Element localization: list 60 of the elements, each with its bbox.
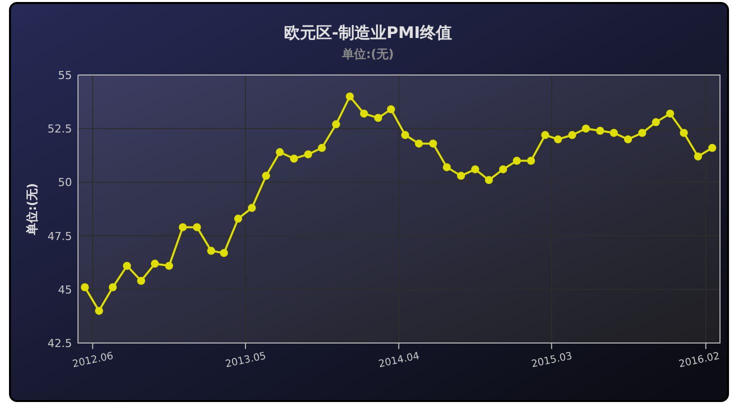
point: [192, 223, 201, 232]
point: [95, 306, 104, 315]
point: [374, 114, 382, 122]
chart-subtitle: 单位:(无): [341, 47, 394, 61]
point: [234, 214, 242, 223]
x-tick-label: 2013.05: [224, 350, 268, 370]
point: [442, 163, 451, 172]
y-tick-label: 52.5: [48, 122, 72, 136]
point: [220, 248, 228, 257]
point: [386, 105, 395, 114]
point: [457, 172, 466, 180]
y-tick-label: 55: [58, 69, 72, 82]
point: [332, 120, 340, 128]
y-tick-label: 45: [58, 283, 72, 296]
y-tick-label: 47.5: [48, 230, 72, 243]
point: [346, 92, 354, 100]
point: [596, 126, 604, 135]
x-tick-label: 2015.03: [530, 350, 574, 370]
point: [276, 148, 284, 156]
point: [568, 131, 576, 140]
point: [178, 223, 187, 232]
point: [108, 283, 117, 292]
point: [694, 152, 702, 160]
point: [150, 260, 159, 268]
point: [414, 140, 423, 148]
point: [290, 154, 298, 163]
y-tick-label: 50: [58, 176, 72, 190]
y-axis-title: 单位:(无): [25, 183, 39, 236]
point: [165, 262, 174, 270]
point: [541, 131, 550, 140]
x-tick-label: 2014.04: [378, 350, 420, 370]
point: [122, 262, 131, 270]
point: [471, 165, 480, 174]
point: [512, 156, 521, 165]
point: [499, 165, 508, 174]
point: [610, 128, 618, 137]
point: [638, 128, 646, 137]
chart-title: 欧元区-制造业PMI终值: [284, 23, 452, 42]
point: [429, 140, 438, 148]
point: [652, 118, 660, 126]
point: [708, 144, 716, 152]
point: [360, 110, 368, 118]
point: [80, 283, 89, 292]
point: [484, 176, 493, 184]
point: [304, 150, 312, 158]
point: [680, 128, 688, 137]
point: [248, 204, 256, 212]
point: [582, 124, 590, 133]
y-tick-label: 42.5: [48, 337, 72, 350]
point: [401, 131, 410, 140]
point: [318, 144, 326, 152]
x-tick-label: 2012.06: [72, 350, 114, 370]
point: [666, 110, 674, 118]
point: [624, 135, 632, 144]
point: [554, 135, 562, 144]
point: [137, 276, 146, 285]
point: [262, 172, 270, 180]
x-tick-label: 2016.02: [678, 350, 721, 370]
point: [207, 246, 216, 255]
point: [527, 156, 536, 165]
